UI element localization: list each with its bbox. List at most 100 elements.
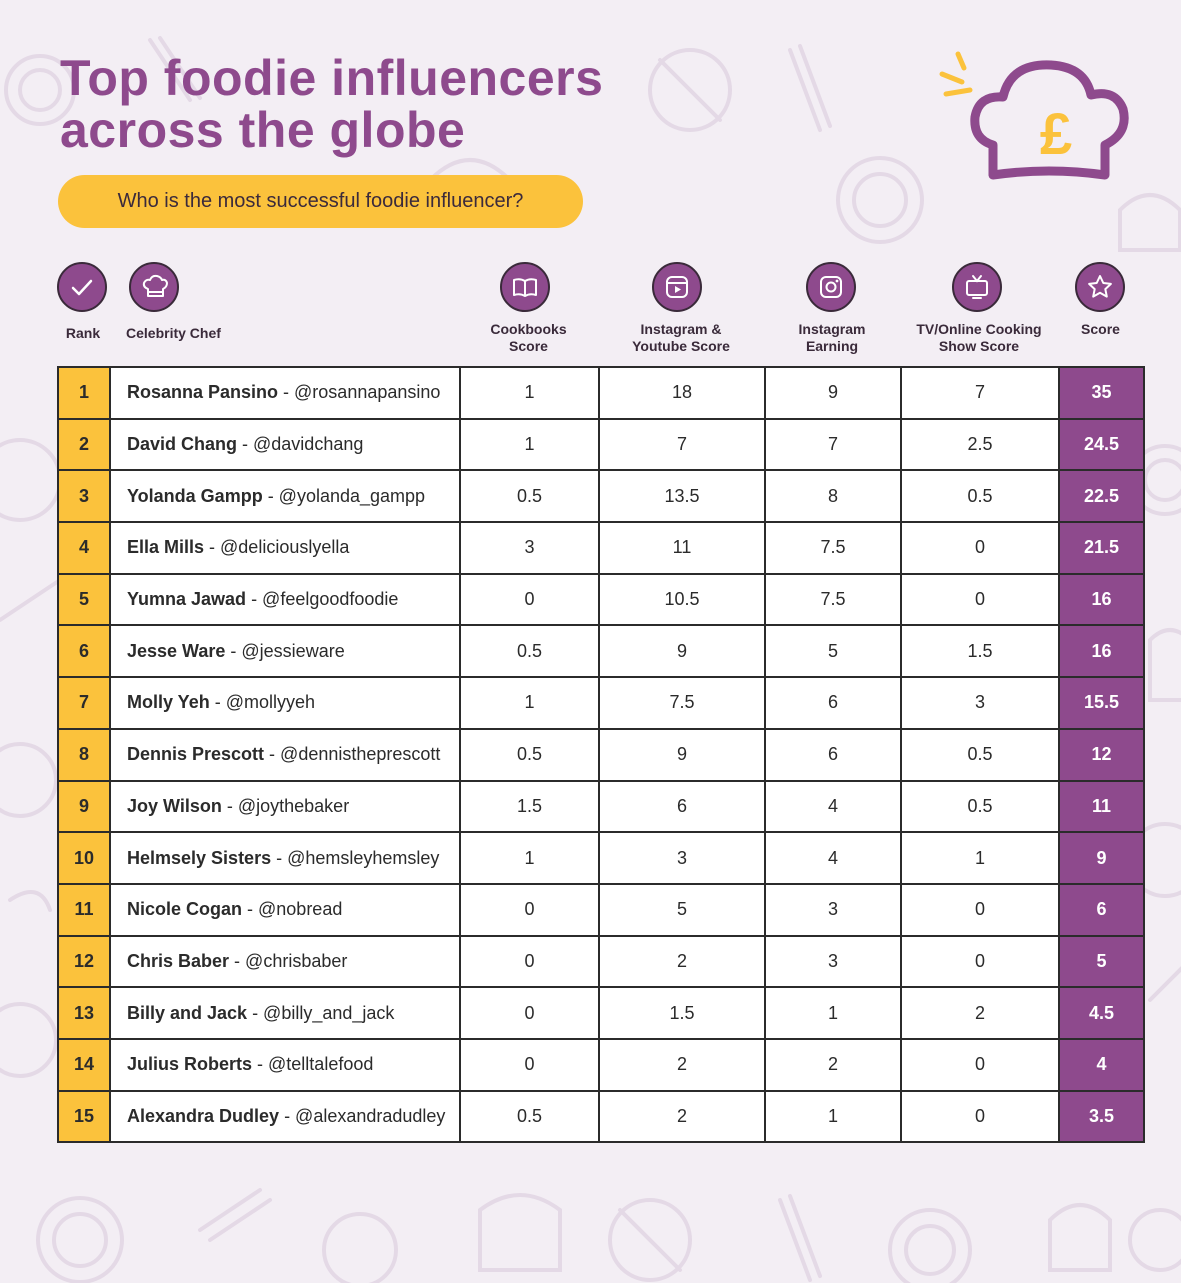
rank-cell: 8	[57, 727, 111, 782]
tv-online-score-cell: 1.5	[900, 624, 1060, 679]
instagram-youtube-score-cell: 18	[598, 366, 766, 420]
chef-name: Dennis Prescott	[127, 744, 265, 765]
instagram-earning-cell: 7	[764, 417, 902, 472]
cookbooks-score-cell: 0	[459, 572, 600, 627]
table-row: 7 Molly Yeh - @mollyyeh 1 7.5 6 3 15.5	[57, 676, 1145, 730]
instagram-youtube-score-cell: 7.5	[598, 676, 766, 730]
rank-cell: 13	[57, 986, 111, 1040]
instagram-icon	[806, 262, 856, 312]
total-score-cell: 3.5	[1058, 1089, 1145, 1144]
table-row: 3 Yolanda Gampp - @yolanda_gampp 0.5 13.5 8 0…	[57, 469, 1145, 524]
cookbooks-score-cell: 1.5	[459, 779, 600, 834]
total-score-cell: 4.5	[1058, 986, 1145, 1040]
chef-cell: Rosanna Pansino - @rosannapansino	[109, 366, 461, 420]
chef-name: Rosanna Pansino	[127, 382, 279, 403]
instagram-youtube-score-cell: 3	[598, 831, 766, 885]
chef-name: Nicole Cogan	[127, 899, 243, 920]
tv-online-score-cell: 2.5	[900, 417, 1060, 472]
header-rank: Rank	[65, 325, 101, 341]
chef-handle: - @dennistheprescott	[264, 744, 441, 765]
header-cookbooks-score: Cookbooks Score	[490, 321, 567, 354]
svg-text:£: £	[1040, 102, 1072, 167]
instagram-youtube-score-cell: 9	[598, 727, 766, 782]
title-line-1: Top foodie influencers	[60, 50, 604, 106]
instagram-youtube-score-cell: 10.5	[598, 572, 766, 627]
table-row: 14 Julius Roberts - @telltalefood 0 2 2 0 4	[57, 1037, 1145, 1092]
cookbooks-score-cell: 0	[459, 934, 600, 989]
tv-online-score-cell: 0.5	[900, 779, 1060, 834]
chef-handle: - @telltalefood	[252, 1054, 374, 1075]
chef-cell: Alexandra Dudley - @alexandradudley	[109, 1089, 461, 1144]
chef-name: Yolanda Gampp	[127, 485, 263, 506]
total-score-cell: 35	[1058, 366, 1145, 420]
table-row: 5 Yumna Jawad - @feelgoodfoodie 0 10.5 7.5 0 1…	[57, 572, 1145, 627]
rank-cell: 15	[57, 1089, 111, 1144]
chef-cell: Chris Baber - @chrisbaber	[109, 934, 461, 989]
tv-online-score-cell: 1	[900, 831, 1060, 885]
tv-online-score-cell: 0	[900, 882, 1060, 937]
instagram-youtube-score-cell: 6	[598, 779, 766, 834]
chef-cell: David Chang - @davidchang	[109, 417, 461, 472]
rank-cell: 14	[57, 1037, 111, 1092]
instagram-earning-cell: 8	[764, 469, 902, 524]
chef-cell: Yumna Jawad - @feelgoodfoodie	[109, 572, 461, 627]
cookbooks-score-cell: 3	[459, 521, 600, 575]
rank-cell: 2	[57, 417, 111, 472]
total-score-cell: 24.5	[1058, 417, 1145, 472]
chef-name: Molly Yeh	[127, 692, 210, 713]
chef-handle: - @nobread	[242, 899, 343, 920]
tv-online-score-cell: 0	[900, 934, 1060, 989]
total-score-cell: 15.5	[1058, 676, 1145, 730]
cookbooks-score-cell: 1	[459, 831, 600, 885]
chef-handle: - @chrisbaber	[229, 950, 348, 971]
chef-name: Chris Baber	[127, 950, 230, 971]
instagram-youtube-score-cell: 7	[598, 417, 766, 472]
rank-cell: 12	[57, 934, 111, 989]
table-row: 1 Rosanna Pansino - @rosannapansino 1 18 9 7 3…	[57, 366, 1145, 420]
header-instagram-earning: Instagram Earning	[798, 321, 866, 354]
total-score-cell: 4	[1058, 1037, 1145, 1092]
cookbooks-score-cell: 0.5	[459, 469, 600, 524]
chef-name: Julius Roberts	[127, 1054, 253, 1075]
cookbooks-score-cell: 1	[459, 366, 600, 420]
rank-cell: 7	[57, 676, 111, 730]
chef-handle: - @deliciouslyella	[204, 537, 350, 558]
rank-cell: 10	[57, 831, 111, 885]
instagram-youtube-score-cell: 11	[598, 521, 766, 575]
tv-online-score-cell: 0	[900, 1037, 1060, 1092]
table-row: 9 Joy Wilson - @joythebaker 1.5 6 4 0.5 11	[57, 779, 1145, 834]
rank-cell: 4	[57, 521, 111, 575]
cookbooks-score-cell: 0	[459, 882, 600, 937]
chef-name: Yumna Jawad	[127, 589, 247, 610]
tv-online-score-cell: 3	[900, 676, 1060, 730]
title-line-2: across the globe	[60, 102, 466, 158]
table-row: 8 Dennis Prescott - @dennistheprescott 0.5…	[57, 727, 1145, 782]
instagram-earning-cell: 3	[764, 882, 902, 937]
instagram-youtube-score-cell: 1.5	[598, 986, 766, 1040]
instagram-youtube-score-cell: 2	[598, 934, 766, 989]
total-score-cell: 5	[1058, 934, 1145, 989]
chef-name: David Chang	[127, 434, 238, 455]
total-score-cell: 22.5	[1058, 469, 1145, 524]
instagram-youtube-score-cell: 2	[598, 1037, 766, 1092]
chef-name: Joy Wilson	[127, 795, 222, 816]
total-score-cell: 6	[1058, 882, 1145, 937]
chef-handle: - @billy_and_jack	[247, 1002, 395, 1023]
chef-cell: Julius Roberts - @telltalefood	[109, 1037, 461, 1092]
chef-handle: - @alexandradudley	[279, 1105, 446, 1126]
tv-online-score-cell: 7	[900, 366, 1060, 420]
rank-cell: 5	[57, 572, 111, 627]
rank-cell: 11	[57, 882, 111, 937]
instagram-earning-cell: 2	[764, 1037, 902, 1092]
instagram-youtube-score-cell: 13.5	[598, 469, 766, 524]
tv-online-score-cell: 2	[900, 986, 1060, 1040]
instagram-earning-cell: 6	[764, 676, 902, 730]
tv-online-score-cell: 0	[900, 521, 1060, 575]
rank-cell: 6	[57, 624, 111, 679]
chef-handle: - @mollyyeh	[209, 692, 315, 713]
checkmark-icon	[57, 262, 107, 312]
instagram-earning-cell: 5	[764, 624, 902, 679]
chef-cell: Molly Yeh - @mollyyeh	[109, 676, 461, 730]
table-body: 1 Rosanna Pansino - @rosannapansino 1 18 9 7 3…	[57, 366, 1145, 1144]
tv-online-score-cell: 0.5	[900, 727, 1060, 782]
